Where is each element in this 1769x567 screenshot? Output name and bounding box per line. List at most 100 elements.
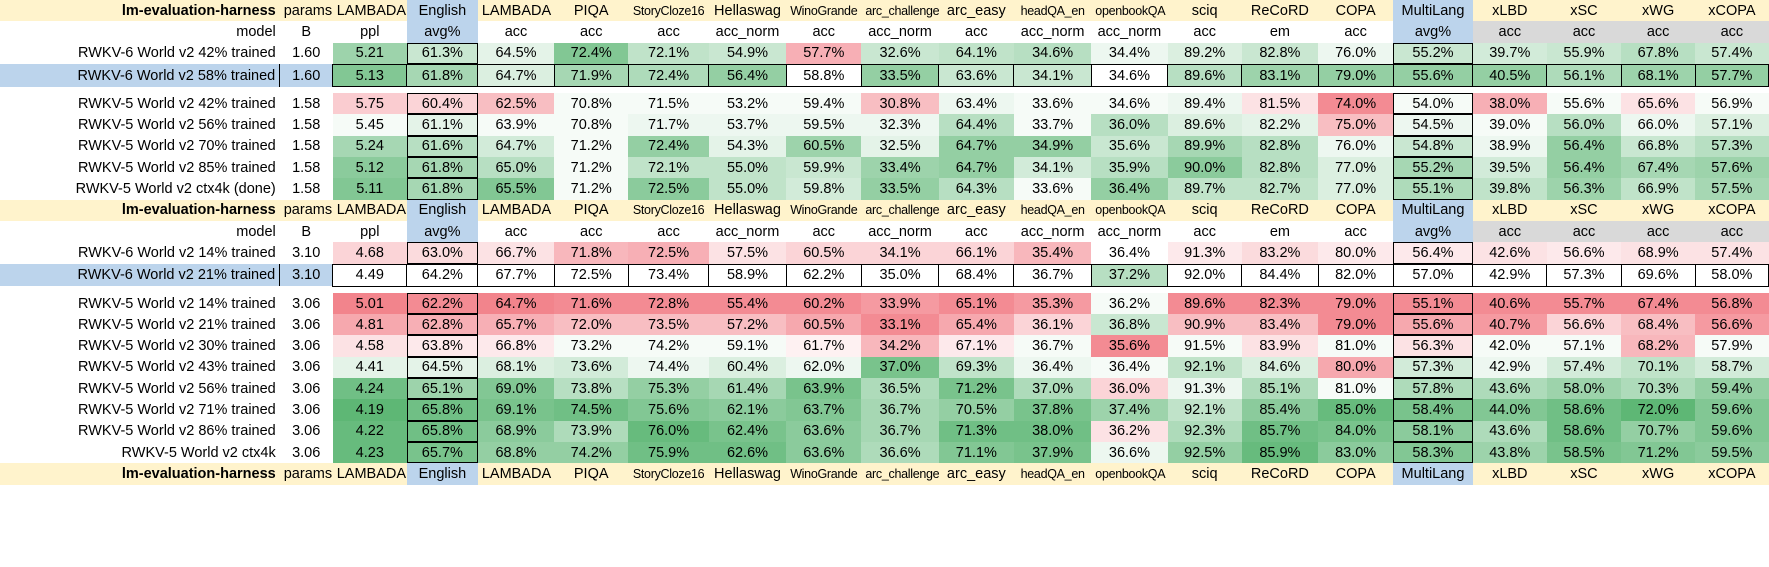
column-header: WinoGrande xyxy=(786,463,862,485)
score-cell: 82.3% xyxy=(1241,292,1319,315)
score-cell: 72.0% xyxy=(1621,399,1696,421)
score-cell: 62.1% xyxy=(708,399,787,421)
score-cell: 70.1% xyxy=(1621,356,1696,379)
model-row[interactable]: RWKV-5 World v2 42% trained 1.58 5.75 60.4%… xyxy=(0,93,1769,115)
score-cell: 64.5% xyxy=(477,42,555,65)
score-cell: 90.9% xyxy=(1167,314,1242,336)
score-cell: 82.0% xyxy=(1317,263,1394,287)
param-count: 1.58 xyxy=(292,181,321,198)
metric-label: acc xyxy=(1546,220,1622,243)
score-cell: 73.4% xyxy=(627,263,710,287)
score-cell: 60.5% xyxy=(786,242,862,265)
score-cell: 37.4% xyxy=(1091,399,1168,421)
model-name: RWKV-5 World v2 ctx4k xyxy=(121,444,276,461)
metric-label: B xyxy=(301,23,312,40)
score-cell: 34.1% xyxy=(1013,157,1092,179)
score-cell: 5.21 xyxy=(332,42,407,65)
model-row[interactable]: RWKV-5 World v2 21% trained 3.06 4.81 62.8%… xyxy=(0,314,1769,336)
metric-label: acc xyxy=(1344,23,1367,40)
model-row[interactable]: RWKV-6 World v2 14% trained 3.10 4.68 63.0%… xyxy=(0,242,1769,265)
score-cell: 92.1% xyxy=(1167,356,1242,379)
model-row[interactable]: RWKV-5 World v2 56% trained 1.58 5.45 61.1%… xyxy=(0,114,1769,136)
column-header: ReCoRD xyxy=(1241,0,1319,22)
score-cell: 40.7% xyxy=(1472,314,1547,336)
header-title: lm-evaluation-harness xyxy=(0,0,280,22)
score-cell: 56.8% xyxy=(1695,292,1769,315)
param-count: 3.10 xyxy=(292,245,321,262)
score-cell: 33.4% xyxy=(861,157,939,179)
model-row[interactable]: RWKV-5 World v2 30% trained 3.06 4.58 63.8%… xyxy=(0,335,1769,357)
model-row[interactable]: RWKV-5 World v2 56% trained 3.06 4.24 65.1%… xyxy=(0,378,1769,400)
score-cell: 84.4% xyxy=(1241,263,1319,287)
model-row[interactable]: RWKV-5 World v2 70% trained 1.58 5.24 61.6%… xyxy=(0,135,1769,158)
metric-label: acc xyxy=(579,223,603,240)
score-cell: 72.5% xyxy=(553,263,629,287)
column-header: headQA_en xyxy=(1013,199,1092,221)
model-row[interactable]: RWKV-5 World v2 14% trained 3.06 5.01 62.2%… xyxy=(0,292,1769,315)
score-cell: 43.8% xyxy=(1472,441,1547,464)
score-cell: 66.8% xyxy=(1621,135,1696,158)
column-header: sciq xyxy=(1167,463,1242,485)
score-cell: 59.6% xyxy=(1695,420,1769,442)
score-cell: 73.6% xyxy=(554,356,629,379)
score-cell: 60.2% xyxy=(786,292,862,315)
model-row[interactable]: RWKV-6 World v2 58% trained 1.60 5.13 61.8%… xyxy=(0,63,1769,88)
metric-label: acc xyxy=(1695,220,1769,243)
score-cell: 43.6% xyxy=(1472,420,1547,442)
score-cell: 63.0% xyxy=(406,242,478,265)
model-row[interactable]: RWKV-5 World v2 ctx4k (done) 1.58 5.11 61.8… xyxy=(0,178,1769,200)
score-cell: 35.3% xyxy=(1013,292,1092,315)
score-cell: 34.1% xyxy=(1013,63,1092,88)
score-cell: 58.3% xyxy=(1393,441,1473,464)
model-name: RWKV-5 World v2 30% trained xyxy=(78,338,276,355)
score-cell: 65.8% xyxy=(406,399,478,421)
param-count: 3.06 xyxy=(292,338,321,355)
score-cell: 42.9% xyxy=(1472,263,1548,287)
score-cell: 92.5% xyxy=(1167,441,1242,464)
score-cell: 57.5% xyxy=(1695,178,1769,200)
param-count: 3.06 xyxy=(292,316,321,333)
score-cell: 63.4% xyxy=(938,93,1014,115)
score-cell: 80.0% xyxy=(1318,242,1394,265)
model-row[interactable]: RWKV-5 World v2 ctx4k 3.06 4.23 65.7% 68.8% 7… xyxy=(0,441,1769,464)
model-row[interactable]: RWKV-5 World v2 71% trained 3.06 4.19 65.8%… xyxy=(0,399,1769,421)
model-row[interactable]: RWKV-6 World v2 42% trained 1.60 5.21 61.3%… xyxy=(0,42,1769,65)
model-row[interactable]: RWKV-5 World v2 85% trained 1.58 5.12 61.8%… xyxy=(0,157,1769,179)
score-cell: 89.9% xyxy=(1167,135,1242,158)
score-cell: 57.3% xyxy=(1546,263,1622,287)
metric-label: ppl xyxy=(360,223,380,240)
metric-label: acc xyxy=(965,223,988,240)
score-cell: 55.6% xyxy=(1392,63,1474,88)
model-row[interactable]: RWKV-6 World v2 21% trained 3.10 4.49 64.2%… xyxy=(0,263,1769,287)
column-header: openbookQA xyxy=(1091,199,1168,221)
param-count: 1.58 xyxy=(292,159,321,176)
score-cell: 56.4% xyxy=(1546,135,1622,158)
score-cell: 73.8% xyxy=(554,378,629,400)
column-header: StoryCloze16 xyxy=(628,463,709,485)
score-cell: 71.5% xyxy=(628,93,709,115)
model-row[interactable]: RWKV-5 World v2 43% trained 3.06 4.41 64.5%… xyxy=(0,356,1769,379)
column-header: MultiLang xyxy=(1393,463,1473,485)
score-cell: 68.2% xyxy=(1621,335,1696,357)
column-header: xCOPA xyxy=(1695,463,1769,485)
score-cell: 55.0% xyxy=(708,178,787,200)
score-cell: 85.4% xyxy=(1241,399,1319,421)
score-cell: 59.6% xyxy=(1695,399,1769,421)
column-header: sciq xyxy=(1167,0,1242,22)
model-name: RWKV-5 World v2 21% trained xyxy=(78,316,276,333)
model-row[interactable]: RWKV-5 World v2 86% trained 3.06 4.22 65.8%… xyxy=(0,420,1769,442)
score-cell: 79.0% xyxy=(1317,63,1394,88)
score-cell: 57.4% xyxy=(1546,356,1622,379)
model-name: RWKV-5 World v2 70% trained xyxy=(78,138,276,155)
score-cell: 71.2% xyxy=(554,135,629,158)
param-count: 3.06 xyxy=(292,423,321,440)
score-cell: 73.2% xyxy=(554,335,629,357)
score-cell: 33.6% xyxy=(1013,93,1092,115)
score-cell: 79.0% xyxy=(1318,314,1394,336)
score-cell: 36.7% xyxy=(1013,263,1092,287)
score-cell: 71.7% xyxy=(628,114,709,136)
score-cell: 65.8% xyxy=(406,420,478,442)
score-cell: 53.7% xyxy=(708,114,787,136)
score-cell: 89.4% xyxy=(1167,93,1242,115)
score-cell: 74.0% xyxy=(1318,93,1394,115)
